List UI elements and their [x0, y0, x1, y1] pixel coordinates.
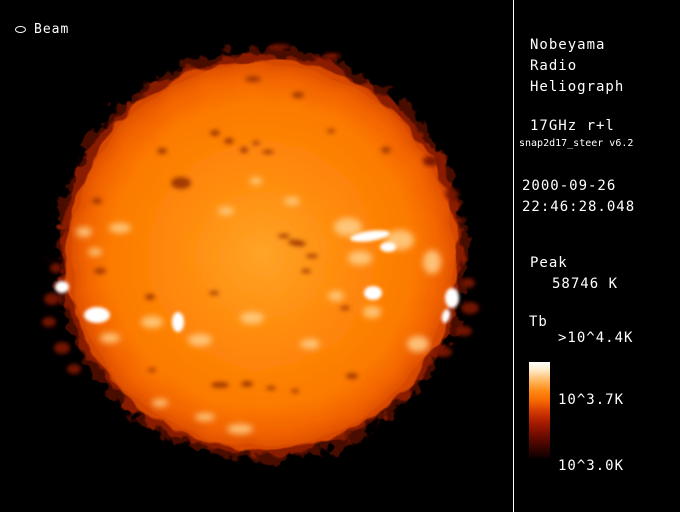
peak-label: Peak [530, 255, 568, 271]
instrument-name-line3: Heliograph [530, 79, 625, 95]
observation-time: 22:46:28.048 [522, 199, 636, 215]
sun-pale-plage-features [76, 177, 441, 434]
sun-dark-features [92, 76, 391, 393]
tb-colorbar [529, 362, 550, 458]
observation-date: 2000-09-26 [522, 178, 617, 194]
beam-shape-icon [15, 26, 26, 33]
info-panel: Nobeyama Radio Heliograph 17GHz r+l snap… [514, 0, 680, 512]
peak-value: 58746 K [552, 276, 619, 292]
instrument-name-line2: Radio [530, 58, 578, 74]
solar-image-area: Beam [15, 22, 479, 461]
sun-bright-active-regions [55, 230, 459, 332]
sun-disk-layers [56, 49, 468, 461]
sun-image [42, 44, 479, 461]
tb-min-label: 10^3.0K [558, 458, 625, 474]
frequency-polarization-label: 17GHz r+l [530, 118, 615, 134]
sun-limb-fringe-blobs [42, 44, 479, 374]
synthesis-version-label: snap2d17_steer v6.2 [519, 138, 634, 149]
tb-mid-label: 10^3.7K [558, 392, 625, 408]
tb-label: Tb [529, 314, 548, 330]
beam-label: Beam [34, 22, 70, 37]
tb-max-label: >10^4.4K [558, 330, 634, 346]
instrument-name-line1: Nobeyama [530, 37, 606, 53]
